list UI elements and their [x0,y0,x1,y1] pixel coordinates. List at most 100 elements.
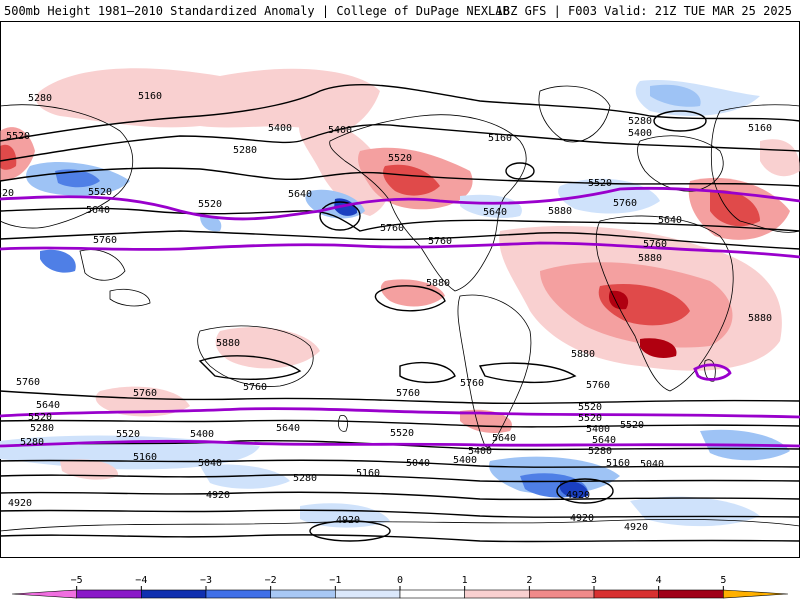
legend-bin [205,589,271,599]
model-run-info: 18Z GFS | F003 Valid: 21Z TUE MAR 25 202… [495,4,792,18]
contour-label: 5520 [116,429,140,440]
highlight-contours [0,186,800,448]
contour-label: 5280 [28,93,52,104]
contour-label: 5160 [133,452,157,463]
contour-label: 5520 [6,131,30,142]
legend-bins [11,589,789,599]
contour-label: 5640 [592,435,616,446]
contour-label: 5760 [396,388,420,399]
legend-bin [529,589,595,599]
contour-label: 5040 [640,459,664,470]
legend-bin [658,589,724,599]
legend-tick-label: −1 [329,575,341,586]
contour-label: 5640 [36,400,60,411]
contour-label: 5760 [586,380,610,391]
contour-label: 5760 [643,239,667,250]
contour-label: 5400 [328,125,352,136]
contour-label: 5520 [198,199,222,210]
contour-label: 4920 [570,513,594,524]
contour-label: 5400 [468,446,492,457]
contour-label: 5640 [658,215,682,226]
contour-label: 5760 [428,236,452,247]
contour-label: 4920 [624,522,648,533]
legend-bin [399,589,465,599]
contour-label: 5880 [216,338,240,349]
anomaly-colorbar: −5 −4 −3 −2 −1 0 1 2 3 4 5 [11,575,789,599]
contour-label: 5880 [638,253,662,264]
contour-label: 5760 [133,388,157,399]
contour-label: 5400 [586,424,610,435]
contour-label: 5520 [578,413,602,424]
contour-label: 5400 [190,429,214,440]
legend-tick-label: 4 [656,575,662,586]
contour-label: 5040 [198,458,222,469]
contour-label: 5520 [88,187,112,198]
contour-label: 5160 [138,91,162,102]
contour-label: 5760 [16,377,40,388]
contour-label: 4920 [206,490,230,501]
anomaly-shading [0,68,800,528]
contour-label: 5760 [460,378,484,389]
contour-label: 5640 [288,189,312,200]
legend-bin [141,589,207,599]
contour-label: 5640 [276,423,300,434]
contour-label: 5160 [606,458,630,469]
contour-label: 5880 [548,206,572,217]
contour-label: 5280 [588,446,612,457]
contour-label: 4920 [8,498,32,509]
contour-label: 5160 [356,468,380,479]
legend-tick-label: 3 [591,575,597,586]
contour-label: 5520 [588,178,612,189]
legend-tick-labels: −5 −4 −3 −2 −1 0 1 2 3 4 5 [71,575,726,590]
legend-tick-label: 1 [462,575,468,586]
legend-bin [723,589,789,599]
contour-label: 5400 [268,123,292,134]
contour-label: 5520 [0,188,14,199]
contour-label: 5520 [390,428,414,439]
contour-label: 5160 [748,123,772,134]
contour-label: 5280 [30,423,54,434]
legend-tick-label: −5 [71,575,83,586]
contour-label: 5880 [748,313,772,324]
contour-label: 5640 [86,205,110,216]
contour-label: 5880 [426,278,450,289]
contour-label: 5280 [20,437,44,448]
legend-bin [11,589,77,599]
legend-tick-label: −4 [135,575,147,586]
contour-label: 5400 [453,455,477,466]
contour-label: 4920 [336,515,360,526]
contour-label: 4920 [566,490,590,501]
contour-label: 5520 [388,153,412,164]
legend-tick-label: 0 [397,575,403,586]
legend-bin [464,589,530,599]
contour-label: 5280 [628,116,652,127]
legend-tick-label: −3 [200,575,212,586]
contour-label: 5760 [380,223,404,234]
contour-labels: 5280 5160 5520 5400 5280 5400 5520 5160 … [0,91,772,533]
contour-label: 5520 [620,420,644,431]
height-contours [0,83,800,543]
contour-label: 5160 [488,133,512,144]
legend-tick-label: −2 [265,575,277,586]
legend-tick-label: 2 [526,575,532,586]
legend-bin [593,589,659,599]
contour-label: 5640 [492,433,516,444]
map-title: 500mb Height 1981–2010 Standardized Anom… [4,4,510,18]
contour-label: 5520 [28,412,52,423]
contour-label: 5760 [613,198,637,209]
contour-label: 5520 [578,402,602,413]
contour-label: 5040 [406,458,430,469]
legend-bin [270,589,336,599]
anomaly-map: 5280 5160 5520 5400 5280 5400 5520 5160 … [0,21,800,558]
contour-label: 5280 [293,473,317,484]
contour-label: 5760 [243,382,267,393]
contour-label: 5760 [93,235,117,246]
contour-label: 5400 [628,128,652,139]
coastlines [0,85,800,532]
contour-label: 5880 [571,349,595,360]
legend-bin [76,589,142,599]
contour-label: 5640 [483,207,507,218]
contour-label: 5280 [233,145,257,156]
legend-bin [335,589,401,599]
legend-tick-label: 5 [720,575,726,586]
